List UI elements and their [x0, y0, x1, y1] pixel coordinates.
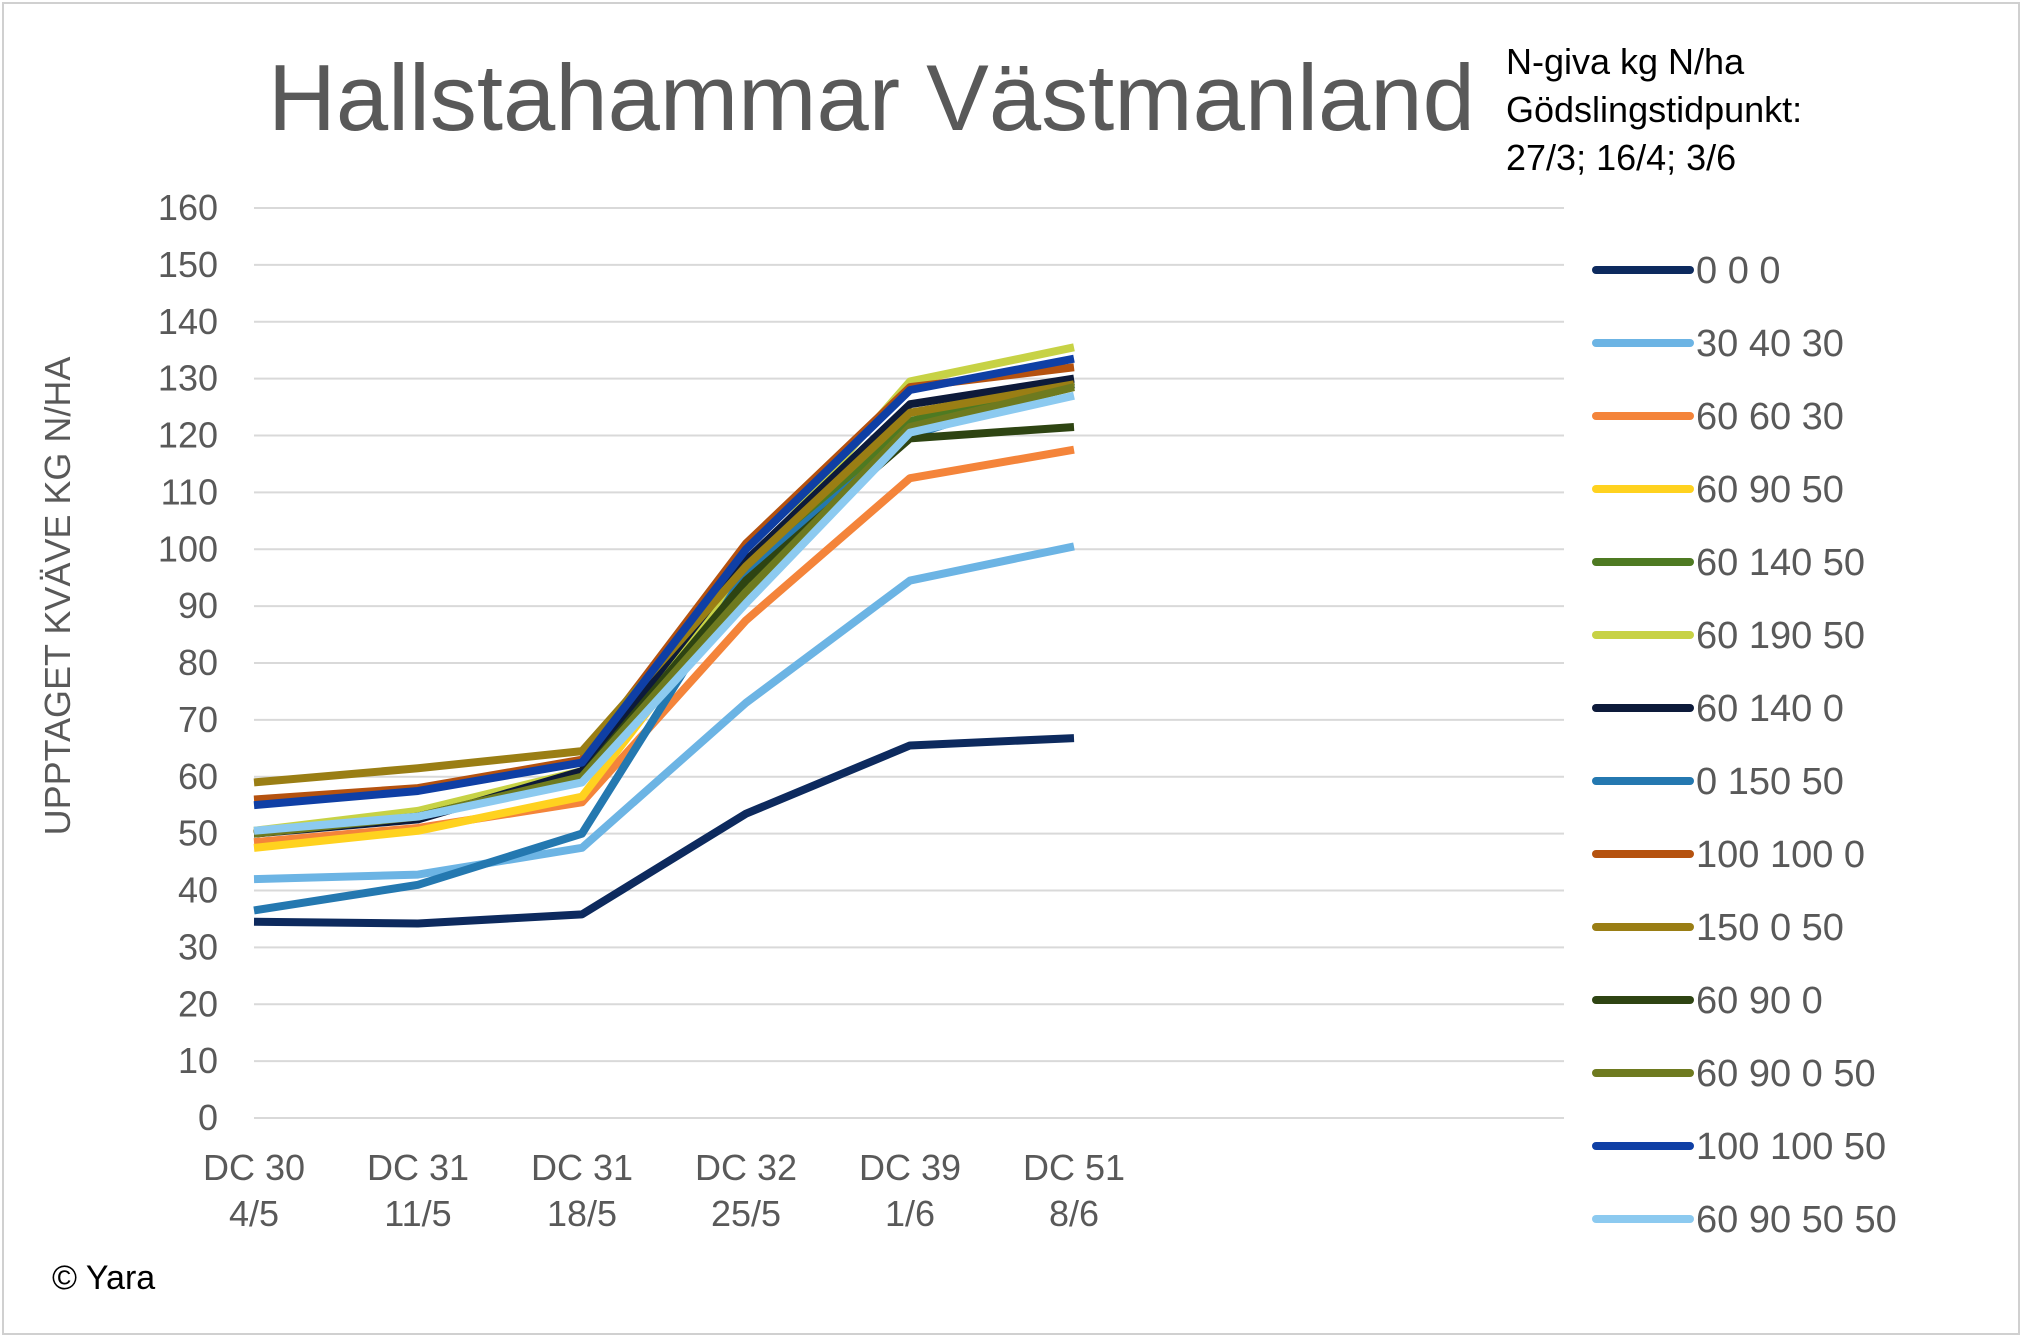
gridlines: [254, 207, 1564, 1119]
y-tick-label: 50: [178, 813, 218, 854]
legend-item: 100 100 50: [1592, 1126, 1886, 1168]
legend-label: 60 90 0 50: [1696, 1053, 1876, 1095]
y-axis-label: UPPTAGET KVÄVE KG N/HA: [37, 357, 78, 836]
legend-item: 60 190 50: [1592, 615, 1865, 657]
copyright: © Yara: [52, 1259, 155, 1297]
legend-item: 60 60 30: [1592, 396, 1844, 438]
x-tick-label: DC 39 1/6: [859, 1147, 961, 1234]
legend-label: 0 0 0: [1696, 250, 1781, 292]
y-tick-label: 20: [178, 983, 218, 1024]
y-tick-label: 130: [158, 358, 218, 399]
chart-title: Hallstahammar Västmanland: [268, 45, 1475, 150]
legend-item: 60 90 0 50: [1592, 1053, 1876, 1095]
legend-label: 0 150 50: [1696, 761, 1844, 803]
series-line-1: [253, 734, 1075, 928]
x-tick-label: DC 32 25/5: [695, 1147, 797, 1234]
y-tick-label: 120: [158, 415, 218, 456]
series-line-13: [253, 354, 1075, 810]
series-lines: [253, 343, 1076, 928]
y-axis-ticks: 0 10 20 30 40 50 60 70 80 90 100 110 120 130 140 150 160: [158, 187, 218, 1138]
series-line-10: [253, 380, 1075, 787]
legend-item: 60 90 50: [1592, 469, 1844, 511]
legend-label: 60 90 50 50: [1696, 1199, 1897, 1241]
y-tick-label: 10: [178, 1040, 218, 1081]
legend-item: 60 90 0: [1592, 980, 1823, 1022]
legend-label: 30 40 30: [1696, 323, 1844, 365]
x-tick-label: DC 51 8/6: [1023, 1147, 1125, 1234]
legend-label: 60 60 30: [1696, 396, 1844, 438]
series-line-14: [253, 391, 1075, 835]
legend-label: 60 140 0: [1696, 688, 1844, 730]
series-line-5: [253, 377, 1075, 838]
legend-label: 100 100 0: [1696, 834, 1865, 876]
x-tick-label: DC 31 18/5: [531, 1147, 633, 1234]
legend-item: 150 0 50: [1592, 907, 1844, 949]
line-chart: Hallstahammar Västmanland N-giva kg N/ha…: [37, 41, 1897, 1297]
y-tick-label: 80: [178, 642, 218, 683]
legend-item: 30 40 30: [1592, 323, 1844, 365]
y-tick-label: 90: [178, 585, 218, 626]
y-tick-label: 0: [198, 1097, 218, 1138]
y-tick-label: 40: [178, 870, 218, 911]
y-tick-label: 160: [158, 187, 218, 228]
legend-label: 60 90 0: [1696, 980, 1823, 1022]
x-axis-ticks: DC 30 4/5 DC 31 11/5 DC 31 18/5 DC 32 25/5 DC 39…: [203, 1147, 1125, 1234]
series-line-2: [253, 542, 1075, 884]
legend-item: 60 90 50 50: [1592, 1199, 1897, 1241]
y-tick-label: 150: [158, 244, 218, 285]
legend-item: 60 140 50: [1592, 542, 1865, 584]
legend-label: 60 90 50: [1696, 469, 1844, 511]
legend-label: 100 100 50: [1696, 1126, 1886, 1168]
legend-title: N-giva kg N/ha Gödslingstidpunkt: 27/3; …: [1506, 41, 1802, 178]
legend-title-line-2: Gödslingstidpunkt:: [1506, 89, 1802, 130]
y-tick-label: 70: [178, 699, 218, 740]
legend-label: 60 190 50: [1696, 615, 1865, 657]
y-tick-label: 140: [158, 301, 218, 342]
legend-item: 60 140 0: [1592, 688, 1844, 730]
x-tick-label: DC 31 11/5: [367, 1147, 469, 1234]
legend-item: 0 150 50: [1592, 761, 1844, 803]
x-tick-label: DC 30 4/5: [203, 1147, 305, 1234]
y-tick-label: 110: [161, 471, 218, 512]
series-line-12: [253, 383, 1075, 838]
y-tick-label: 60: [178, 756, 218, 797]
legend-title-line-3: 27/3; 16/4; 3/6: [1506, 137, 1736, 178]
legend: 0 0 0 30 40 30 60 60 30 60 90 50 60 140 50 60…: [1592, 250, 1897, 1241]
legend-label: 150 0 50: [1696, 907, 1844, 949]
legend-label: 60 140 50: [1696, 542, 1865, 584]
y-tick-label: 30: [178, 926, 218, 967]
y-tick-label: 100: [158, 528, 218, 569]
legend-item: 100 100 0: [1592, 834, 1865, 876]
legend-title-line-1: N-giva kg N/ha: [1506, 41, 1745, 82]
legend-item: 0 0 0: [1592, 250, 1781, 292]
